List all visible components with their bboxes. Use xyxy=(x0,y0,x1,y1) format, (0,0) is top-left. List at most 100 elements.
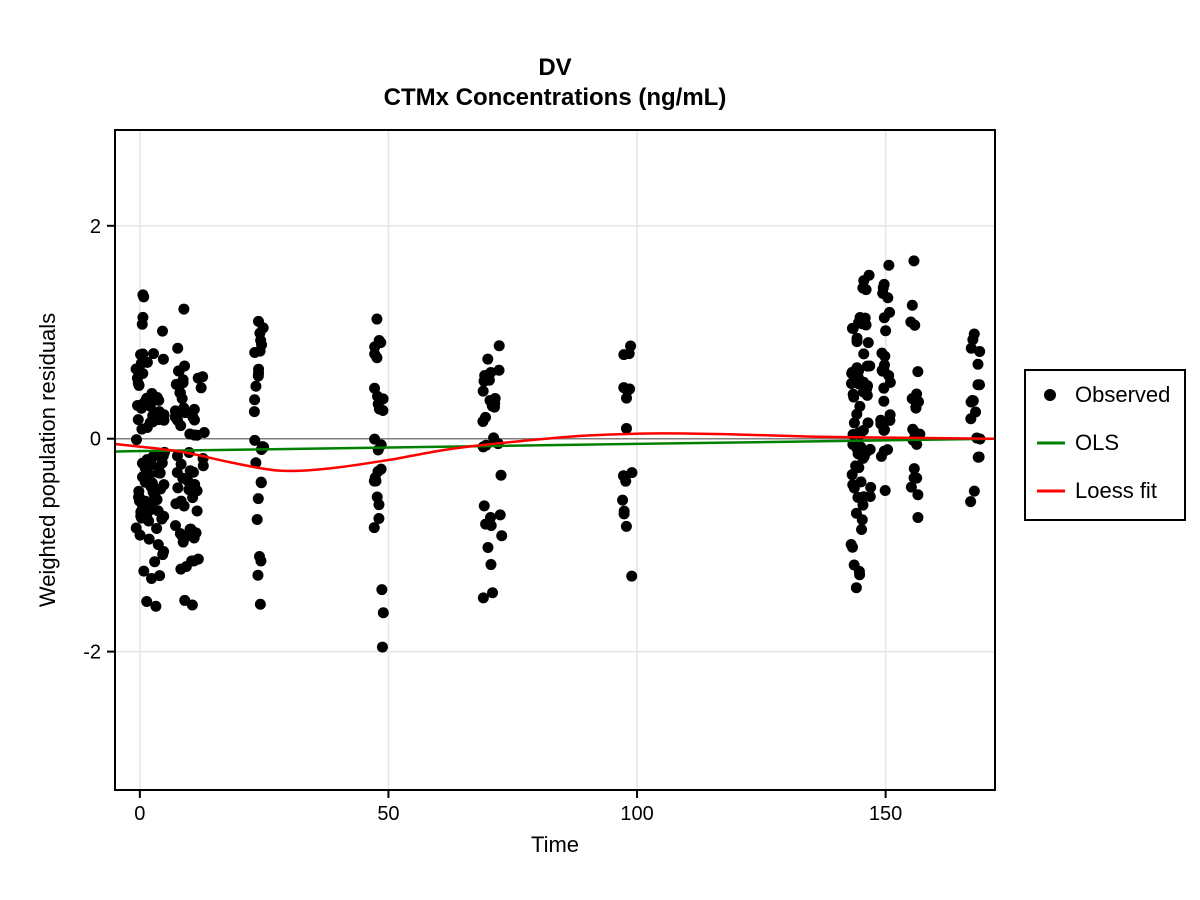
observed-point xyxy=(153,467,164,478)
legend-item-label: Loess fit xyxy=(1075,478,1157,503)
observed-point xyxy=(132,400,143,411)
observed-point xyxy=(857,500,868,511)
observed-point xyxy=(154,570,165,581)
observed-point xyxy=(972,359,983,370)
observed-point xyxy=(137,289,148,300)
observed-point xyxy=(131,434,142,445)
observed-point xyxy=(479,500,490,511)
observed-point xyxy=(974,451,985,462)
observed-point xyxy=(626,571,637,582)
y-tick-label: 2 xyxy=(90,216,101,238)
observed-point xyxy=(153,395,164,406)
observed-point xyxy=(970,406,981,417)
x-tick-label: 150 xyxy=(869,803,902,825)
observed-point xyxy=(847,367,858,378)
observed-point xyxy=(373,513,384,524)
observed-point xyxy=(374,335,385,346)
observed-point xyxy=(857,514,868,525)
y-tick-label: 0 xyxy=(90,429,101,451)
observed-point xyxy=(175,387,186,398)
observed-point xyxy=(877,365,888,376)
observed-point xyxy=(150,601,161,612)
observed-point xyxy=(178,304,189,315)
observed-point xyxy=(249,394,260,405)
x-axis-label: Time xyxy=(531,832,579,857)
observed-point xyxy=(137,312,148,323)
observed-point xyxy=(907,300,918,311)
observed-point xyxy=(159,409,170,420)
observed-point xyxy=(909,426,920,437)
observed-point xyxy=(176,459,187,470)
observed-point xyxy=(196,382,207,393)
observed-point xyxy=(158,354,169,365)
observed-point xyxy=(252,570,263,581)
observed-point xyxy=(862,380,873,391)
observed-point xyxy=(862,417,873,428)
observed-point xyxy=(879,446,890,457)
observed-point xyxy=(192,505,203,516)
observed-point xyxy=(480,519,491,530)
observed-point xyxy=(860,313,871,324)
observed-point xyxy=(378,607,389,618)
observed-point xyxy=(482,542,493,553)
observed-point xyxy=(193,554,204,565)
observed-point xyxy=(909,463,920,474)
observed-point xyxy=(878,383,889,394)
observed-point xyxy=(620,476,631,487)
observed-point xyxy=(857,282,868,293)
observed-point xyxy=(482,354,493,365)
observed-point xyxy=(477,416,488,427)
observed-point xyxy=(879,279,890,290)
observed-point xyxy=(856,524,867,535)
observed-point xyxy=(377,642,388,653)
observed-point xyxy=(253,316,264,327)
observed-point xyxy=(191,527,202,538)
observed-point xyxy=(373,444,384,455)
observed-point xyxy=(912,489,923,500)
observed-point xyxy=(175,420,186,431)
observed-point xyxy=(172,343,183,354)
observed-point xyxy=(965,496,976,507)
observed-point xyxy=(137,368,148,379)
chart-title-line1: DV xyxy=(538,54,571,81)
observed-point xyxy=(875,415,886,426)
observed-point xyxy=(158,511,169,522)
observed-point xyxy=(496,530,507,541)
observed-point xyxy=(879,424,890,435)
observed-point xyxy=(373,466,384,477)
observed-point xyxy=(133,414,144,425)
chart-title-line2: CTMx Concentrations (ng/mL) xyxy=(384,84,727,111)
observed-point xyxy=(152,494,163,505)
observed-point xyxy=(189,404,200,415)
observed-point xyxy=(865,482,876,493)
observed-point xyxy=(974,379,985,390)
observed-point xyxy=(858,453,869,464)
observed-point xyxy=(253,370,264,381)
observed-point xyxy=(478,386,489,397)
observed-point xyxy=(170,405,181,416)
observed-point xyxy=(883,260,894,271)
observed-point xyxy=(372,492,383,503)
observed-point xyxy=(179,360,190,371)
x-tick-label: 100 xyxy=(620,803,653,825)
observed-point xyxy=(371,352,382,363)
observed-point xyxy=(133,378,144,389)
observed-point xyxy=(187,600,198,611)
observed-point xyxy=(254,551,265,562)
observed-point xyxy=(197,371,208,382)
y-axis-ticks: -202 xyxy=(83,216,115,664)
observed-point xyxy=(851,582,862,593)
observed-point xyxy=(371,314,382,325)
observed-point xyxy=(250,381,261,392)
legend-item-label: OLS xyxy=(1075,430,1119,455)
observed-point xyxy=(179,501,190,512)
observed-point xyxy=(489,398,500,409)
observed-point xyxy=(858,348,869,359)
observed-point xyxy=(969,486,980,497)
observed-point xyxy=(153,539,164,550)
observed-point xyxy=(617,495,628,506)
observed-point xyxy=(189,414,200,425)
observed-point xyxy=(863,337,874,348)
residuals-scatter-chart: 050100150 -202 Time Weighted population … xyxy=(0,0,1200,900)
observed-point xyxy=(199,427,210,438)
